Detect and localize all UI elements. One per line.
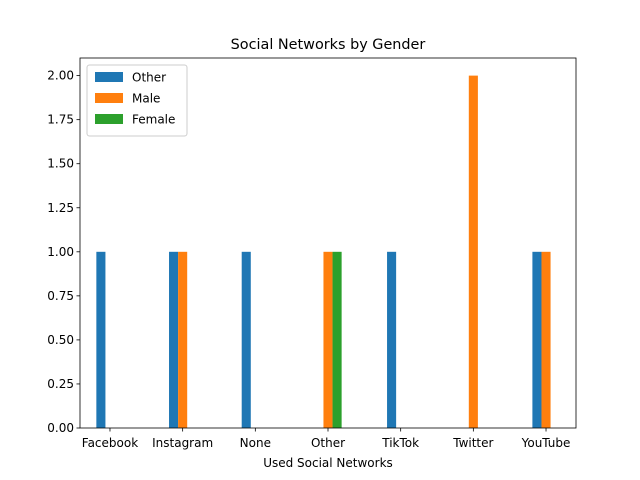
y-tick-label: 0.25 xyxy=(47,377,74,391)
y-tick-label: 0.00 xyxy=(47,421,74,435)
x-tick-label: Facebook xyxy=(82,436,138,450)
y-tick-label: 1.75 xyxy=(47,113,74,127)
legend: Other Male Female xyxy=(86,64,188,137)
y-tick-label: 1.25 xyxy=(47,201,74,215)
x-axis-label: Used Social Networks xyxy=(263,456,393,470)
chart-title: Social Networks by Gender xyxy=(231,37,426,53)
x-axis: Facebook Instagram None Other TikTok Twitter Y… xyxy=(82,428,571,450)
x-tick-label: YouTube xyxy=(521,436,571,450)
bar-other-facebook xyxy=(96,251,106,428)
bar-male-instagram xyxy=(178,251,188,428)
x-tick-label: Other xyxy=(311,436,345,450)
bar-other-none xyxy=(241,251,251,428)
legend-swatch-other xyxy=(95,72,123,82)
y-tick-label: 2.00 xyxy=(47,69,74,83)
bar-male-twitter xyxy=(468,75,478,428)
x-tick-label: Instagram xyxy=(152,436,213,450)
legend-label-female: Female xyxy=(132,113,175,127)
y-tick-label: 0.50 xyxy=(47,333,74,347)
bar-other-instagram xyxy=(169,251,179,428)
x-tick-label: None xyxy=(240,436,271,450)
bar-male-youtube xyxy=(541,251,551,428)
bar-other-tiktok xyxy=(387,251,397,428)
y-axis: 0.00 0.25 0.50 0.75 1.00 1.25 1.50 1.75 2.00 xyxy=(47,69,80,435)
plot-frame xyxy=(79,57,577,429)
y-tick-label: 0.75 xyxy=(47,289,74,303)
bar-other-youtube xyxy=(532,251,542,428)
legend-swatch-male xyxy=(95,93,123,103)
legend-label-male: Male xyxy=(132,92,160,106)
bar-female-other xyxy=(332,251,342,428)
legend-label-other: Other xyxy=(132,71,166,85)
x-tick-label: Twitter xyxy=(452,436,493,450)
bars-group xyxy=(96,75,551,428)
legend-swatch-female xyxy=(95,114,123,124)
bar-male-other xyxy=(323,251,333,428)
x-tick-label: TikTok xyxy=(381,436,419,450)
y-tick-label: 1.50 xyxy=(47,157,74,171)
y-tick-label: 1.00 xyxy=(47,245,74,259)
